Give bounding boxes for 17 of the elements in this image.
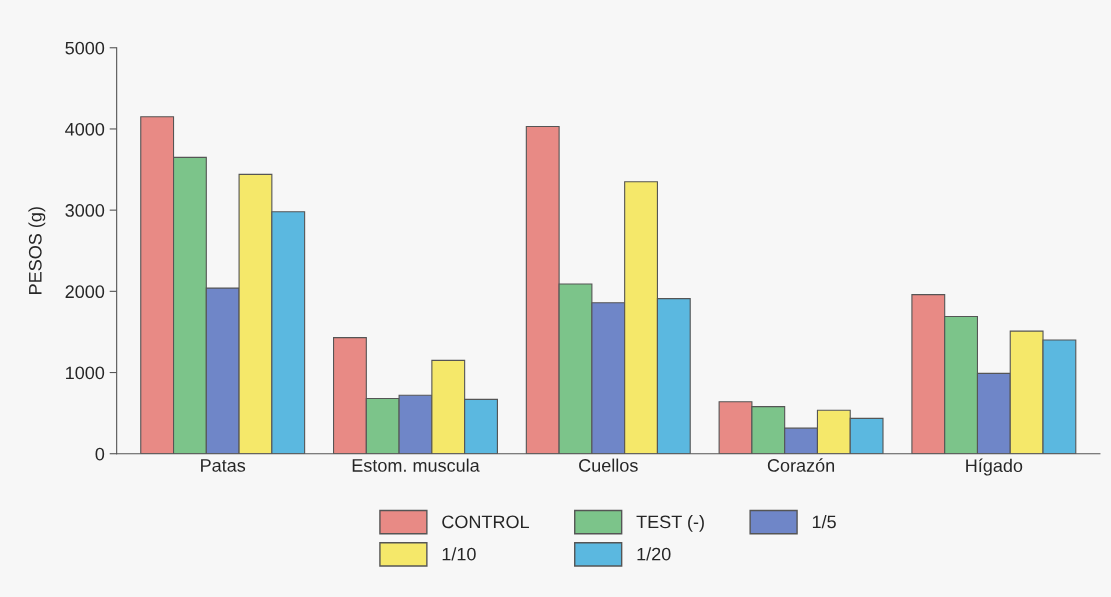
legend-label: TEST (-) bbox=[636, 515, 704, 532]
x-tick-label: Corazón bbox=[767, 458, 835, 472]
x-tick-label: Patas bbox=[201, 459, 246, 472]
x-tick-label: Estom. muscula bbox=[352, 458, 480, 472]
legend-label: CONTROL bbox=[442, 515, 529, 529]
legend-label: 1/20 bbox=[637, 547, 671, 561]
x-tick-label: Hígado bbox=[966, 458, 1023, 476]
y-axis-title: PESOS (g) bbox=[28, 207, 46, 294]
y-tick-label: 4000 bbox=[65, 122, 105, 136]
y-tick-label: 2000 bbox=[65, 285, 105, 299]
y-tick-label: 3000 bbox=[65, 204, 105, 217]
legend-label: 1/10 bbox=[442, 547, 476, 561]
x-tick-label: Cuellos bbox=[579, 458, 638, 472]
y-tick-label: 5000 bbox=[65, 41, 105, 55]
y-tick-label: 1000 bbox=[66, 366, 105, 380]
y-tick-label: 0 bbox=[95, 447, 105, 461]
legend-label: 1/5 bbox=[812, 515, 836, 529]
